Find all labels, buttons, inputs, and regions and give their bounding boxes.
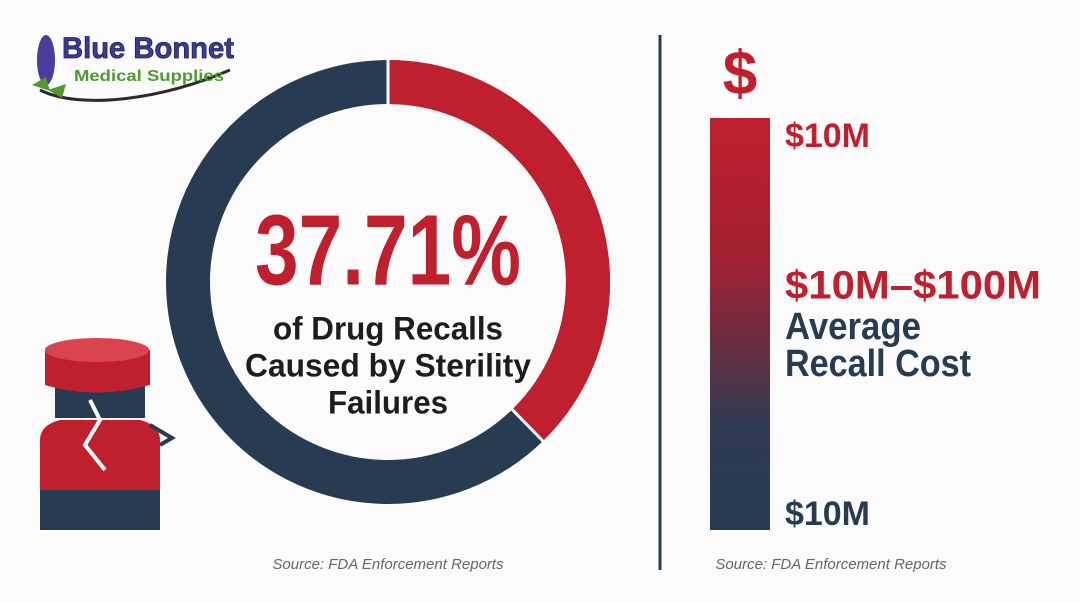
donut-separator xyxy=(510,407,545,443)
source: Source: FDA Enforcement Reports xyxy=(715,556,947,573)
donut-chart xyxy=(166,59,610,504)
source: Source: FDA Enforcement Reports xyxy=(272,556,504,573)
logo: Blue Bonnet Medical Supplies xyxy=(32,32,234,102)
dollar-icon: $ xyxy=(723,39,757,108)
top-label: $10M xyxy=(785,117,870,155)
range-label: $10M–$100M xyxy=(785,264,1041,308)
donut-caption: Caused by Sterility xyxy=(245,347,531,383)
description: Average xyxy=(785,306,921,348)
logo-title: Blue Bonnet xyxy=(62,32,234,65)
description: Recall Cost xyxy=(785,343,971,385)
donut-value-label: 37.71% xyxy=(255,194,521,306)
broken-bottle-icon xyxy=(40,338,176,530)
logo-subtitle: Medical Supplies xyxy=(74,68,224,85)
bottom-label: $10M xyxy=(785,495,870,533)
donut-caption: Failures xyxy=(328,384,448,420)
cost-bar xyxy=(710,118,770,530)
donut-caption: of Drug Recalls xyxy=(273,310,503,346)
